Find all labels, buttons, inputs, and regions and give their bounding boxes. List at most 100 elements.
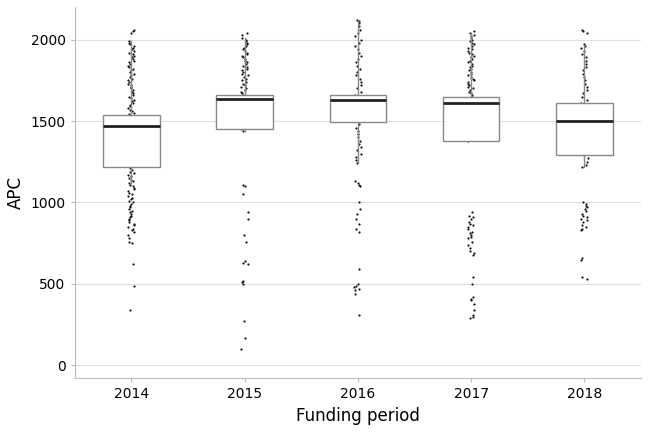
Point (237, 114, 248, 121)
Point (467, 43, 477, 50)
Point (240, 86, 250, 93)
Point (579, 41, 589, 48)
Point (124, 160, 134, 167)
Point (242, 41, 253, 48)
Point (238, 259, 249, 266)
Point (125, 202, 135, 209)
Point (467, 92, 477, 98)
Point (581, 158, 592, 165)
Point (351, 124, 361, 131)
Point (579, 73, 589, 80)
Point (463, 106, 474, 113)
Point (129, 43, 139, 50)
Point (354, 137, 365, 144)
Point (465, 220, 476, 227)
Point (577, 254, 587, 261)
Point (581, 113, 592, 120)
Point (130, 127, 140, 134)
Point (582, 204, 592, 211)
Point (349, 284, 360, 291)
Point (579, 132, 589, 139)
Point (467, 103, 477, 110)
Point (465, 121, 475, 128)
PathPatch shape (216, 95, 273, 130)
Point (123, 223, 133, 230)
Point (125, 113, 135, 120)
Point (466, 69, 476, 76)
Point (351, 59, 361, 66)
Point (237, 121, 247, 128)
Point (127, 194, 137, 201)
Point (465, 64, 476, 71)
Point (125, 73, 135, 80)
Point (352, 85, 362, 92)
Point (242, 209, 253, 216)
Point (355, 26, 365, 33)
Point (238, 54, 248, 61)
Point (467, 75, 478, 82)
Point (354, 206, 365, 213)
Point (581, 126, 592, 133)
Point (242, 51, 253, 57)
Point (583, 83, 593, 90)
Point (124, 64, 135, 71)
Point (578, 219, 588, 226)
Point (126, 67, 136, 74)
Point (578, 67, 588, 74)
Point (469, 31, 480, 38)
Point (237, 90, 248, 97)
Point (128, 139, 139, 146)
Point (123, 193, 133, 200)
Point (469, 52, 479, 59)
Point (241, 106, 251, 113)
Point (581, 217, 592, 224)
Point (123, 105, 133, 111)
Point (242, 49, 253, 56)
Point (466, 215, 476, 222)
Point (353, 56, 364, 63)
Point (236, 83, 246, 90)
Point (236, 346, 246, 353)
Point (581, 145, 592, 152)
Point (127, 108, 137, 114)
Point (465, 245, 476, 251)
Point (467, 62, 477, 69)
Point (466, 126, 476, 133)
Point (467, 36, 478, 43)
Point (465, 119, 476, 126)
Point (466, 295, 476, 302)
Point (465, 230, 475, 237)
Point (351, 210, 362, 217)
Point (123, 172, 133, 178)
Point (467, 280, 478, 287)
Point (238, 101, 249, 108)
Point (124, 206, 134, 213)
Point (243, 111, 253, 118)
Point (128, 44, 139, 51)
Point (354, 266, 364, 273)
Point (238, 105, 248, 111)
Point (464, 108, 474, 114)
Point (353, 127, 363, 134)
Point (356, 82, 366, 89)
Point (577, 274, 588, 281)
Point (238, 44, 249, 51)
Point (581, 223, 591, 230)
Point (128, 126, 138, 133)
Point (128, 157, 138, 164)
Point (464, 105, 474, 111)
Point (469, 41, 480, 48)
Point (467, 60, 477, 67)
Point (242, 118, 253, 124)
Point (126, 88, 137, 95)
Point (467, 111, 478, 118)
Point (578, 90, 588, 97)
Point (468, 222, 478, 229)
Point (240, 56, 250, 63)
Point (356, 52, 366, 59)
Point (356, 101, 366, 108)
Point (463, 44, 473, 51)
Point (467, 51, 478, 57)
Point (465, 124, 475, 131)
Point (577, 164, 587, 171)
